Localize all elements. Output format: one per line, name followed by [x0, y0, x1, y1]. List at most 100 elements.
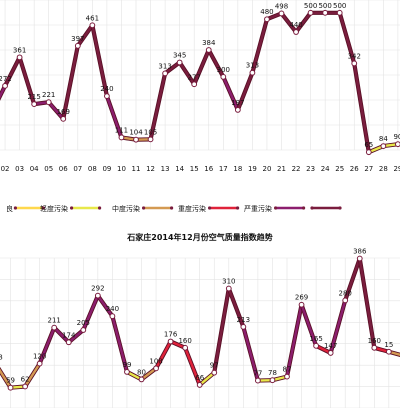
data-point[interactable]	[342, 297, 349, 304]
data-point[interactable]	[138, 376, 145, 383]
data-point[interactable]	[2, 82, 8, 89]
data-point[interactable]	[74, 42, 81, 49]
series-segment	[236, 71, 254, 112]
data-label: 80	[137, 368, 146, 376]
data-point[interactable]	[36, 360, 43, 367]
data-point[interactable]	[225, 285, 232, 292]
data-point[interactable]	[191, 81, 198, 88]
data-label: 292	[91, 285, 104, 293]
data-point[interactable]	[385, 348, 392, 355]
legend-dot	[142, 206, 146, 210]
data-point[interactable]	[45, 99, 52, 106]
data-point[interactable]	[298, 301, 305, 308]
series-segment	[242, 325, 260, 382]
data-point[interactable]	[269, 377, 276, 384]
x-tick-label: 07	[73, 165, 82, 173]
data-label: 59	[6, 377, 15, 385]
legend-item[interactable]: 轻度污染	[40, 204, 102, 213]
data-point[interactable]	[109, 313, 116, 320]
data-point[interactable]	[278, 10, 285, 17]
data-point[interactable]	[322, 9, 329, 16]
legend-item[interactable]: 良	[6, 204, 46, 213]
legend-item[interactable]: 重度污染	[178, 204, 240, 213]
series-segment	[192, 48, 210, 86]
data-point[interactable]	[7, 384, 14, 391]
data-point[interactable]	[351, 60, 358, 67]
data-label: 78	[268, 369, 277, 377]
data-point[interactable]	[153, 365, 159, 372]
data-point[interactable]	[51, 324, 58, 331]
data-point[interactable]	[196, 382, 203, 388]
data-point[interactable]	[124, 368, 130, 375]
value-labels-bottom: 1185962120211174205292240998010817616066…	[0, 248, 393, 385]
data-label: 342	[348, 52, 361, 60]
data-point[interactable]	[307, 9, 314, 16]
data-label: 386	[353, 248, 367, 256]
data-point[interactable]	[205, 47, 212, 53]
x-tick-label: 19	[248, 165, 257, 173]
data-point[interactable]	[313, 342, 320, 349]
data-label: 397	[71, 35, 84, 43]
legend-dot	[70, 206, 74, 210]
data-point[interactable]	[16, 54, 23, 61]
data-point[interactable]	[240, 323, 247, 330]
data-point[interactable]	[234, 106, 241, 113]
series-segment	[105, 94, 123, 139]
data-point[interactable]	[365, 149, 372, 156]
data-label: 62	[21, 376, 30, 384]
data-label: 384	[202, 39, 216, 47]
data-point[interactable]	[264, 16, 270, 23]
series-segment	[62, 44, 80, 121]
data-point[interactable]	[284, 373, 290, 380]
series-segment	[53, 326, 70, 344]
data-point[interactable]	[89, 22, 96, 29]
data-point[interactable]	[395, 141, 400, 148]
data-point[interactable]	[249, 69, 256, 76]
data-point[interactable]	[211, 369, 218, 376]
data-point[interactable]	[255, 377, 261, 384]
data-label: 310	[222, 278, 235, 286]
legend-item[interactable]: 中度污染	[112, 204, 174, 213]
data-label: 165	[309, 335, 322, 343]
data-point[interactable]	[31, 101, 38, 108]
data-point[interactable]	[65, 339, 72, 346]
data-point[interactable]	[182, 344, 189, 351]
data-point[interactable]	[380, 143, 387, 149]
data-point[interactable]	[22, 383, 29, 390]
data-label: 84	[379, 135, 388, 143]
x-tick-label: 10	[117, 165, 126, 173]
data-point[interactable]	[118, 134, 125, 141]
series-segment	[111, 315, 129, 374]
x-tick-label: 18	[233, 165, 242, 173]
data-label: 174	[62, 331, 76, 339]
data-point[interactable]	[336, 9, 343, 16]
legend-item[interactable]	[310, 206, 342, 210]
data-point[interactable]	[327, 350, 334, 356]
x-tick-label: 29	[393, 165, 400, 173]
x-tick-label: 21	[277, 165, 286, 173]
series-segment	[91, 24, 109, 98]
data-point[interactable]	[94, 292, 101, 299]
data-label: 280	[339, 289, 352, 297]
data-label: 500	[318, 2, 331, 10]
data-point[interactable]	[147, 136, 154, 143]
data-point[interactable]	[293, 29, 299, 35]
data-point[interactable]	[176, 59, 183, 66]
data-point[interactable]	[356, 255, 363, 262]
data-point[interactable]	[220, 73, 227, 80]
data-point[interactable]	[133, 136, 139, 143]
grid-bottom	[0, 257, 400, 408]
series-segment	[344, 257, 361, 302]
series-segment	[47, 100, 65, 121]
data-point[interactable]	[60, 115, 67, 122]
series-segment	[251, 18, 269, 74]
data-point[interactable]	[162, 70, 169, 77]
data-label: 498	[275, 2, 288, 10]
data-point[interactable]	[167, 338, 174, 345]
data-point[interactable]	[104, 93, 110, 100]
series-segment	[163, 61, 181, 75]
data-point[interactable]	[371, 344, 378, 351]
legend-item[interactable]: 严重污染	[244, 204, 306, 213]
data-point[interactable]	[80, 327, 87, 333]
